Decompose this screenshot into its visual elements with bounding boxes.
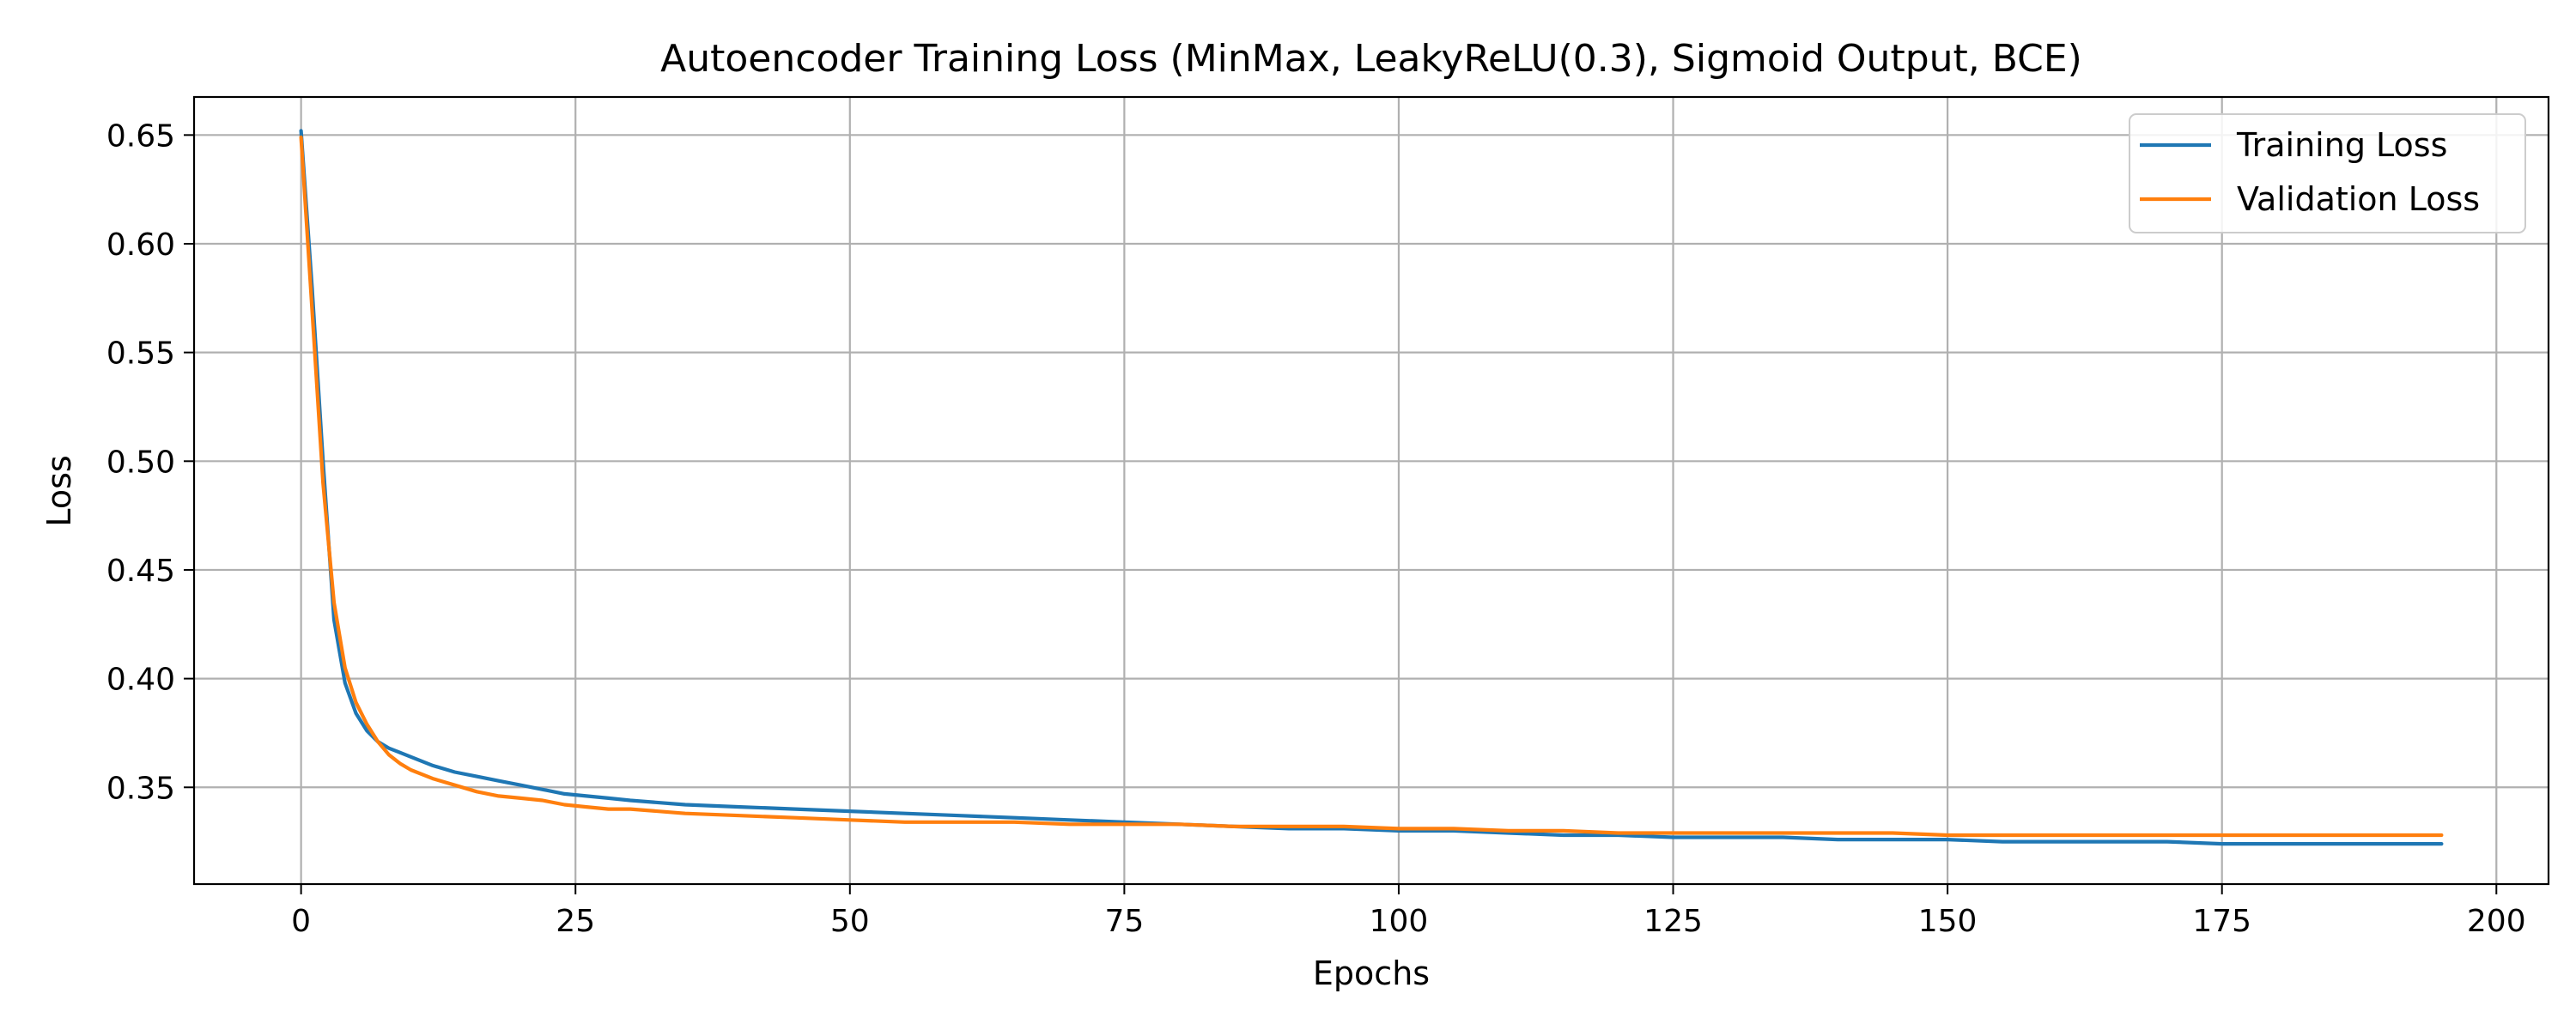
y-tick-label: 0.50: [106, 445, 175, 480]
x-tick-label: 50: [830, 904, 870, 939]
y-tick-label: 0.60: [106, 227, 175, 263]
legend: Training Loss Validation Loss: [2129, 113, 2526, 233]
chart-title: Autoencoder Training Loss (MinMax, Leaky…: [660, 37, 2082, 81]
y-tick-label: 0.45: [106, 554, 175, 589]
legend-label: Training Loss: [2236, 126, 2447, 164]
y-axis-label: Loss: [40, 455, 78, 526]
x-tick-label: 75: [1104, 904, 1144, 939]
grid-lines: [194, 97, 2549, 884]
x-tick-label: 0: [291, 904, 311, 939]
axes-frame: [192, 95, 2550, 886]
legend-box: [2129, 113, 2526, 233]
y-tick-label: 0.40: [106, 663, 175, 698]
y-tick-label: 0.55: [106, 336, 175, 372]
x-tick-label: 175: [2192, 904, 2251, 939]
y-tick-label: 0.35: [106, 771, 175, 806]
legend-label: Validation Loss: [2237, 180, 2480, 218]
series-lines: [299, 129, 2444, 846]
x-tick-label: 125: [1643, 904, 1703, 939]
y-axis-ticks: 0.35 0.40 0.45 0.50 0.55 0.60 0.65: [106, 118, 194, 806]
x-axis-label: Epochs: [1313, 954, 1430, 992]
x-tick-label: 25: [556, 904, 595, 939]
series-line-training-loss: [299, 129, 2444, 846]
x-tick-label: 150: [1918, 904, 1978, 939]
x-axis-ticks: 0 25 50 75 100 125 150 175 200: [291, 884, 2526, 939]
y-tick-label: 0.65: [106, 118, 175, 154]
series-line-validation-loss: [299, 135, 2444, 838]
x-tick-label: 100: [1370, 904, 1429, 939]
x-tick-label: 200: [2467, 904, 2526, 939]
